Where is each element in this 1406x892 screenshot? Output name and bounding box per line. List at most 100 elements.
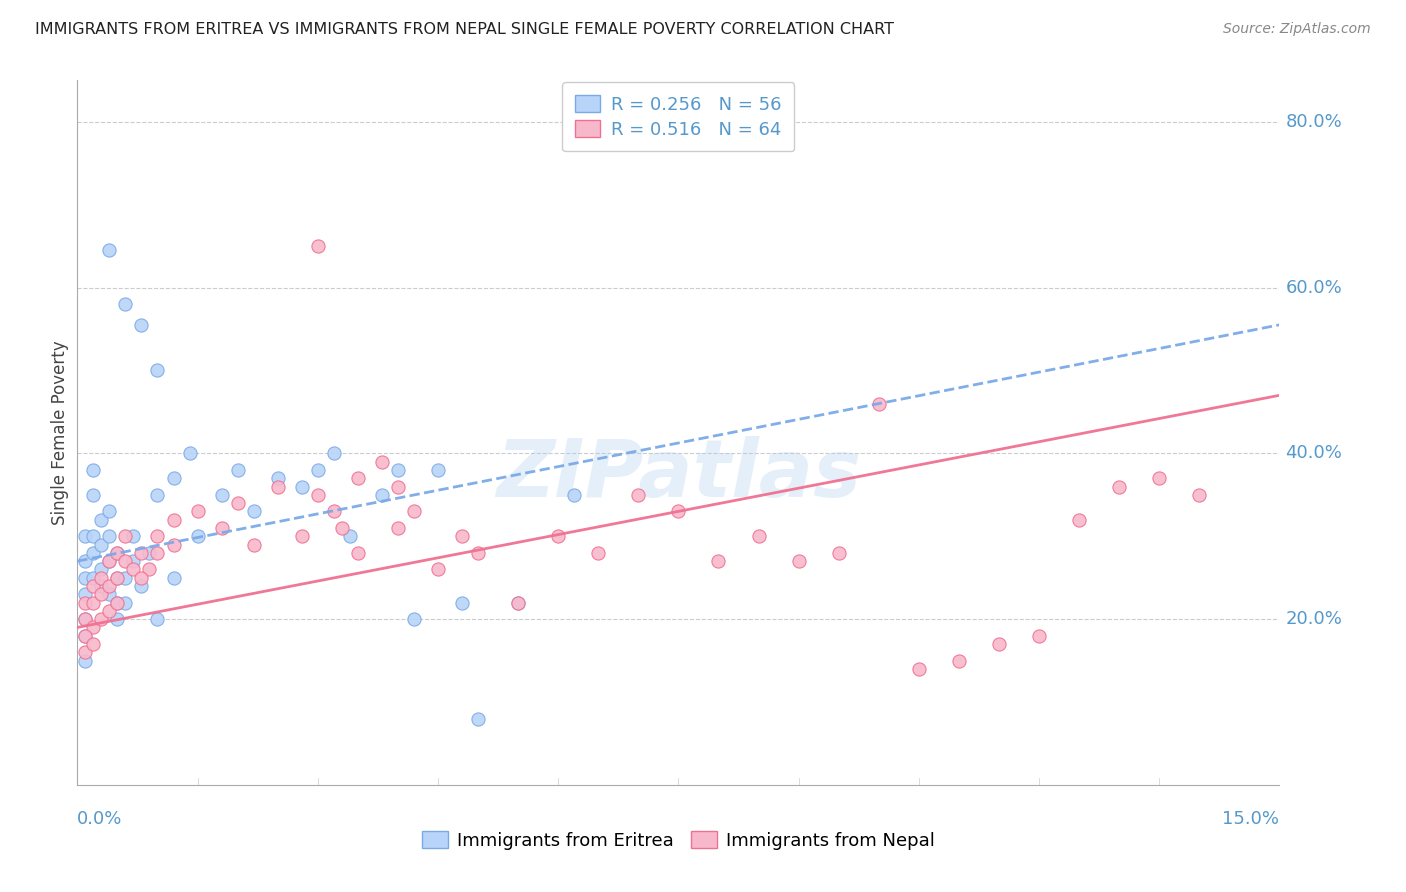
Point: [1069, 513, 1091, 527]
Point: [307, 239, 329, 253]
Point: [908, 662, 931, 676]
Point: [868, 396, 890, 410]
Point: [1028, 629, 1050, 643]
Point: [107, 546, 129, 560]
Point: [828, 546, 851, 560]
Point: [330, 521, 353, 535]
Point: [1188, 488, 1211, 502]
Point: [107, 596, 129, 610]
Point: [427, 463, 450, 477]
Point: [451, 529, 474, 543]
Point: [82, 488, 104, 502]
Point: [98, 554, 121, 568]
Point: [75, 587, 97, 601]
Point: [347, 546, 370, 560]
Point: [131, 579, 153, 593]
Point: [82, 546, 104, 560]
Point: [186, 504, 209, 518]
Point: [131, 318, 153, 332]
Text: 15.0%: 15.0%: [1222, 810, 1279, 828]
Point: [107, 612, 129, 626]
Point: [588, 546, 610, 560]
Point: [387, 521, 409, 535]
Point: [75, 645, 97, 659]
Point: [291, 529, 314, 543]
Point: [107, 546, 129, 560]
Point: [307, 488, 329, 502]
Point: [508, 596, 530, 610]
Point: [90, 612, 112, 626]
Point: [90, 537, 112, 551]
Point: [322, 446, 344, 460]
Point: [138, 562, 160, 576]
Point: [146, 363, 169, 377]
Point: [1149, 471, 1171, 485]
Point: [114, 571, 136, 585]
Point: [75, 571, 97, 585]
Point: [242, 504, 264, 518]
Point: [226, 463, 249, 477]
Point: [291, 479, 314, 493]
Point: [402, 504, 425, 518]
Point: [75, 629, 97, 643]
Point: [122, 529, 145, 543]
Point: [131, 546, 153, 560]
Point: [371, 488, 394, 502]
Point: [90, 571, 112, 585]
Point: [988, 637, 1011, 651]
Point: [146, 488, 169, 502]
Point: [75, 629, 97, 643]
Point: [508, 596, 530, 610]
Point: [90, 513, 112, 527]
Point: [75, 654, 97, 668]
Point: [82, 463, 104, 477]
Point: [75, 612, 97, 626]
Point: [267, 479, 290, 493]
Point: [90, 579, 112, 593]
Point: [547, 529, 569, 543]
Point: [146, 612, 169, 626]
Point: [114, 554, 136, 568]
Point: [90, 587, 112, 601]
Point: [339, 529, 361, 543]
Legend: Immigrants from Eritrea, Immigrants from Nepal: Immigrants from Eritrea, Immigrants from…: [415, 823, 942, 857]
Point: [122, 554, 145, 568]
Point: [787, 554, 810, 568]
Point: [211, 488, 233, 502]
Point: [226, 496, 249, 510]
Text: 40.0%: 40.0%: [1285, 444, 1343, 462]
Point: [322, 504, 344, 518]
Point: [98, 504, 121, 518]
Point: [82, 579, 104, 593]
Point: [107, 571, 129, 585]
Point: [707, 554, 730, 568]
Text: IMMIGRANTS FROM ERITREA VS IMMIGRANTS FROM NEPAL SINGLE FEMALE POVERTY CORRELATI: IMMIGRANTS FROM ERITREA VS IMMIGRANTS FR…: [35, 22, 894, 37]
Point: [75, 612, 97, 626]
Point: [82, 529, 104, 543]
Point: [75, 554, 97, 568]
Point: [179, 446, 201, 460]
Point: [387, 463, 409, 477]
Point: [162, 513, 184, 527]
Point: [75, 596, 97, 610]
Point: [107, 571, 129, 585]
Text: 20.0%: 20.0%: [1285, 610, 1343, 628]
Point: [146, 546, 169, 560]
Point: [948, 654, 970, 668]
Point: [242, 537, 264, 551]
Point: [75, 529, 97, 543]
Point: [98, 587, 121, 601]
Point: [427, 562, 450, 576]
Point: [98, 244, 121, 258]
Point: [98, 529, 121, 543]
Point: [82, 637, 104, 651]
Point: [82, 620, 104, 634]
Point: [98, 604, 121, 618]
Point: [402, 612, 425, 626]
Point: [107, 596, 129, 610]
Text: 80.0%: 80.0%: [1285, 112, 1343, 131]
Point: [162, 571, 184, 585]
Point: [1108, 479, 1130, 493]
Point: [668, 504, 690, 518]
Point: [371, 455, 394, 469]
